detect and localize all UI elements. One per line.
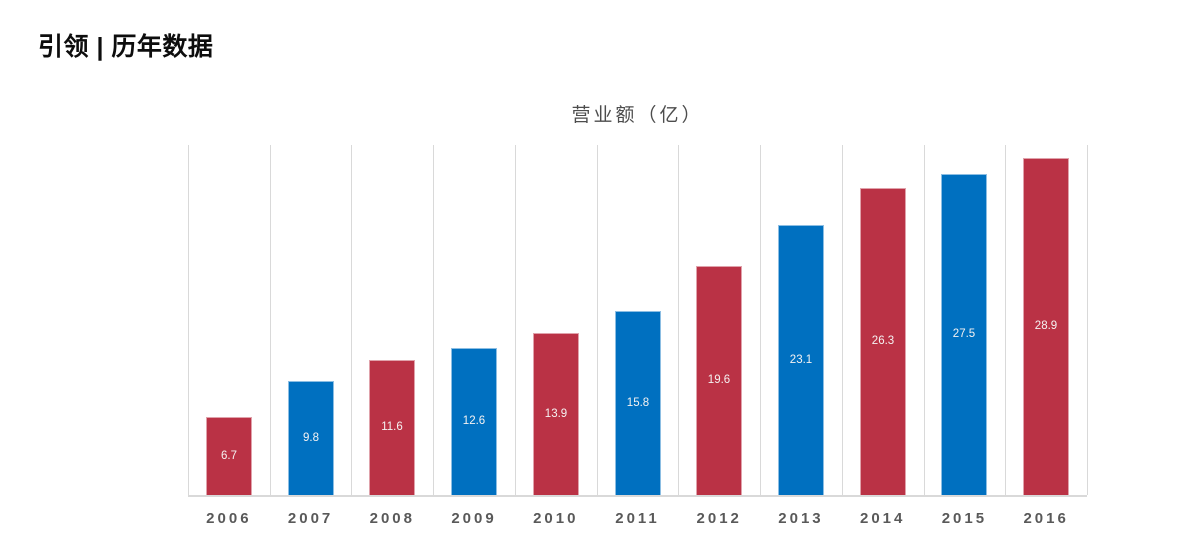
gridline bbox=[760, 145, 761, 495]
x-axis-labels: 2006 2007 2008 2009 2010 2011 2012 2013 2014 2015… bbox=[188, 510, 1087, 534]
x-axis-label-2008: 2008 bbox=[369, 510, 415, 527]
bar-2007: 9.8 bbox=[288, 381, 334, 495]
bar-2010: 13.9 bbox=[533, 333, 579, 495]
bar-value-label: 28.9 bbox=[1034, 320, 1058, 333]
plot-area: 6.7 9.8 11.6 12.6 13.9 15.8 19.6 23.1 26.3 27.5 28… bbox=[188, 145, 1088, 497]
gridline bbox=[597, 145, 598, 495]
bar-value-label: 11.6 bbox=[381, 421, 403, 434]
bar-value-label: 27.5 bbox=[952, 328, 976, 341]
x-axis-label-2014: 2014 bbox=[859, 510, 906, 527]
x-axis-label-2006: 2006 bbox=[206, 510, 252, 527]
x-axis-label-2016: 2016 bbox=[1023, 510, 1069, 527]
bar-2009: 12.6 bbox=[451, 348, 497, 495]
bar-value-label: 23.1 bbox=[789, 353, 813, 366]
gridline bbox=[678, 145, 679, 495]
bar-2008: 11.6 bbox=[369, 360, 415, 495]
bar-2014: 26.3 bbox=[860, 188, 906, 495]
x-axis-label-2013: 2013 bbox=[778, 510, 824, 527]
bar-2016: 28.9 bbox=[1023, 158, 1069, 495]
page-title: 引领 | 历年数据 bbox=[38, 33, 214, 61]
x-axis-label-2010: 2010 bbox=[533, 510, 579, 527]
bar-value-label: 13.9 bbox=[544, 407, 568, 420]
bar-2011: 15.8 bbox=[615, 311, 661, 495]
x-axis-label-2012: 2012 bbox=[696, 510, 742, 527]
bar-2015: 27.5 bbox=[941, 174, 987, 495]
bar-value-label: 26.3 bbox=[871, 335, 895, 348]
gridline bbox=[842, 145, 843, 495]
bar-value-label: 19.6 bbox=[707, 374, 731, 387]
bar-2006: 6.7 bbox=[206, 417, 252, 495]
bar-value-label: 12.6 bbox=[462, 415, 486, 428]
gridline bbox=[433, 145, 434, 495]
bar-value-label: 9.8 bbox=[303, 431, 319, 444]
bar-value-label: 6.7 bbox=[221, 449, 237, 462]
gridline bbox=[515, 145, 516, 495]
gridline bbox=[270, 145, 271, 495]
bar-2012: 19.6 bbox=[696, 266, 742, 495]
gridline bbox=[188, 145, 189, 495]
bar-2013: 23.1 bbox=[778, 225, 824, 495]
gridline bbox=[1005, 145, 1006, 495]
x-axis-label-2015: 2015 bbox=[941, 510, 988, 527]
x-axis-label-2011: 2011 bbox=[615, 510, 660, 527]
gridline bbox=[924, 145, 925, 495]
bar-value-label: 15.8 bbox=[626, 396, 650, 409]
gridline bbox=[351, 145, 352, 495]
x-axis-label-2009: 2009 bbox=[451, 510, 497, 527]
gridline bbox=[1087, 145, 1088, 495]
x-axis-label-2007: 2007 bbox=[287, 510, 334, 527]
chart-title: 营业额（亿） bbox=[571, 105, 704, 126]
